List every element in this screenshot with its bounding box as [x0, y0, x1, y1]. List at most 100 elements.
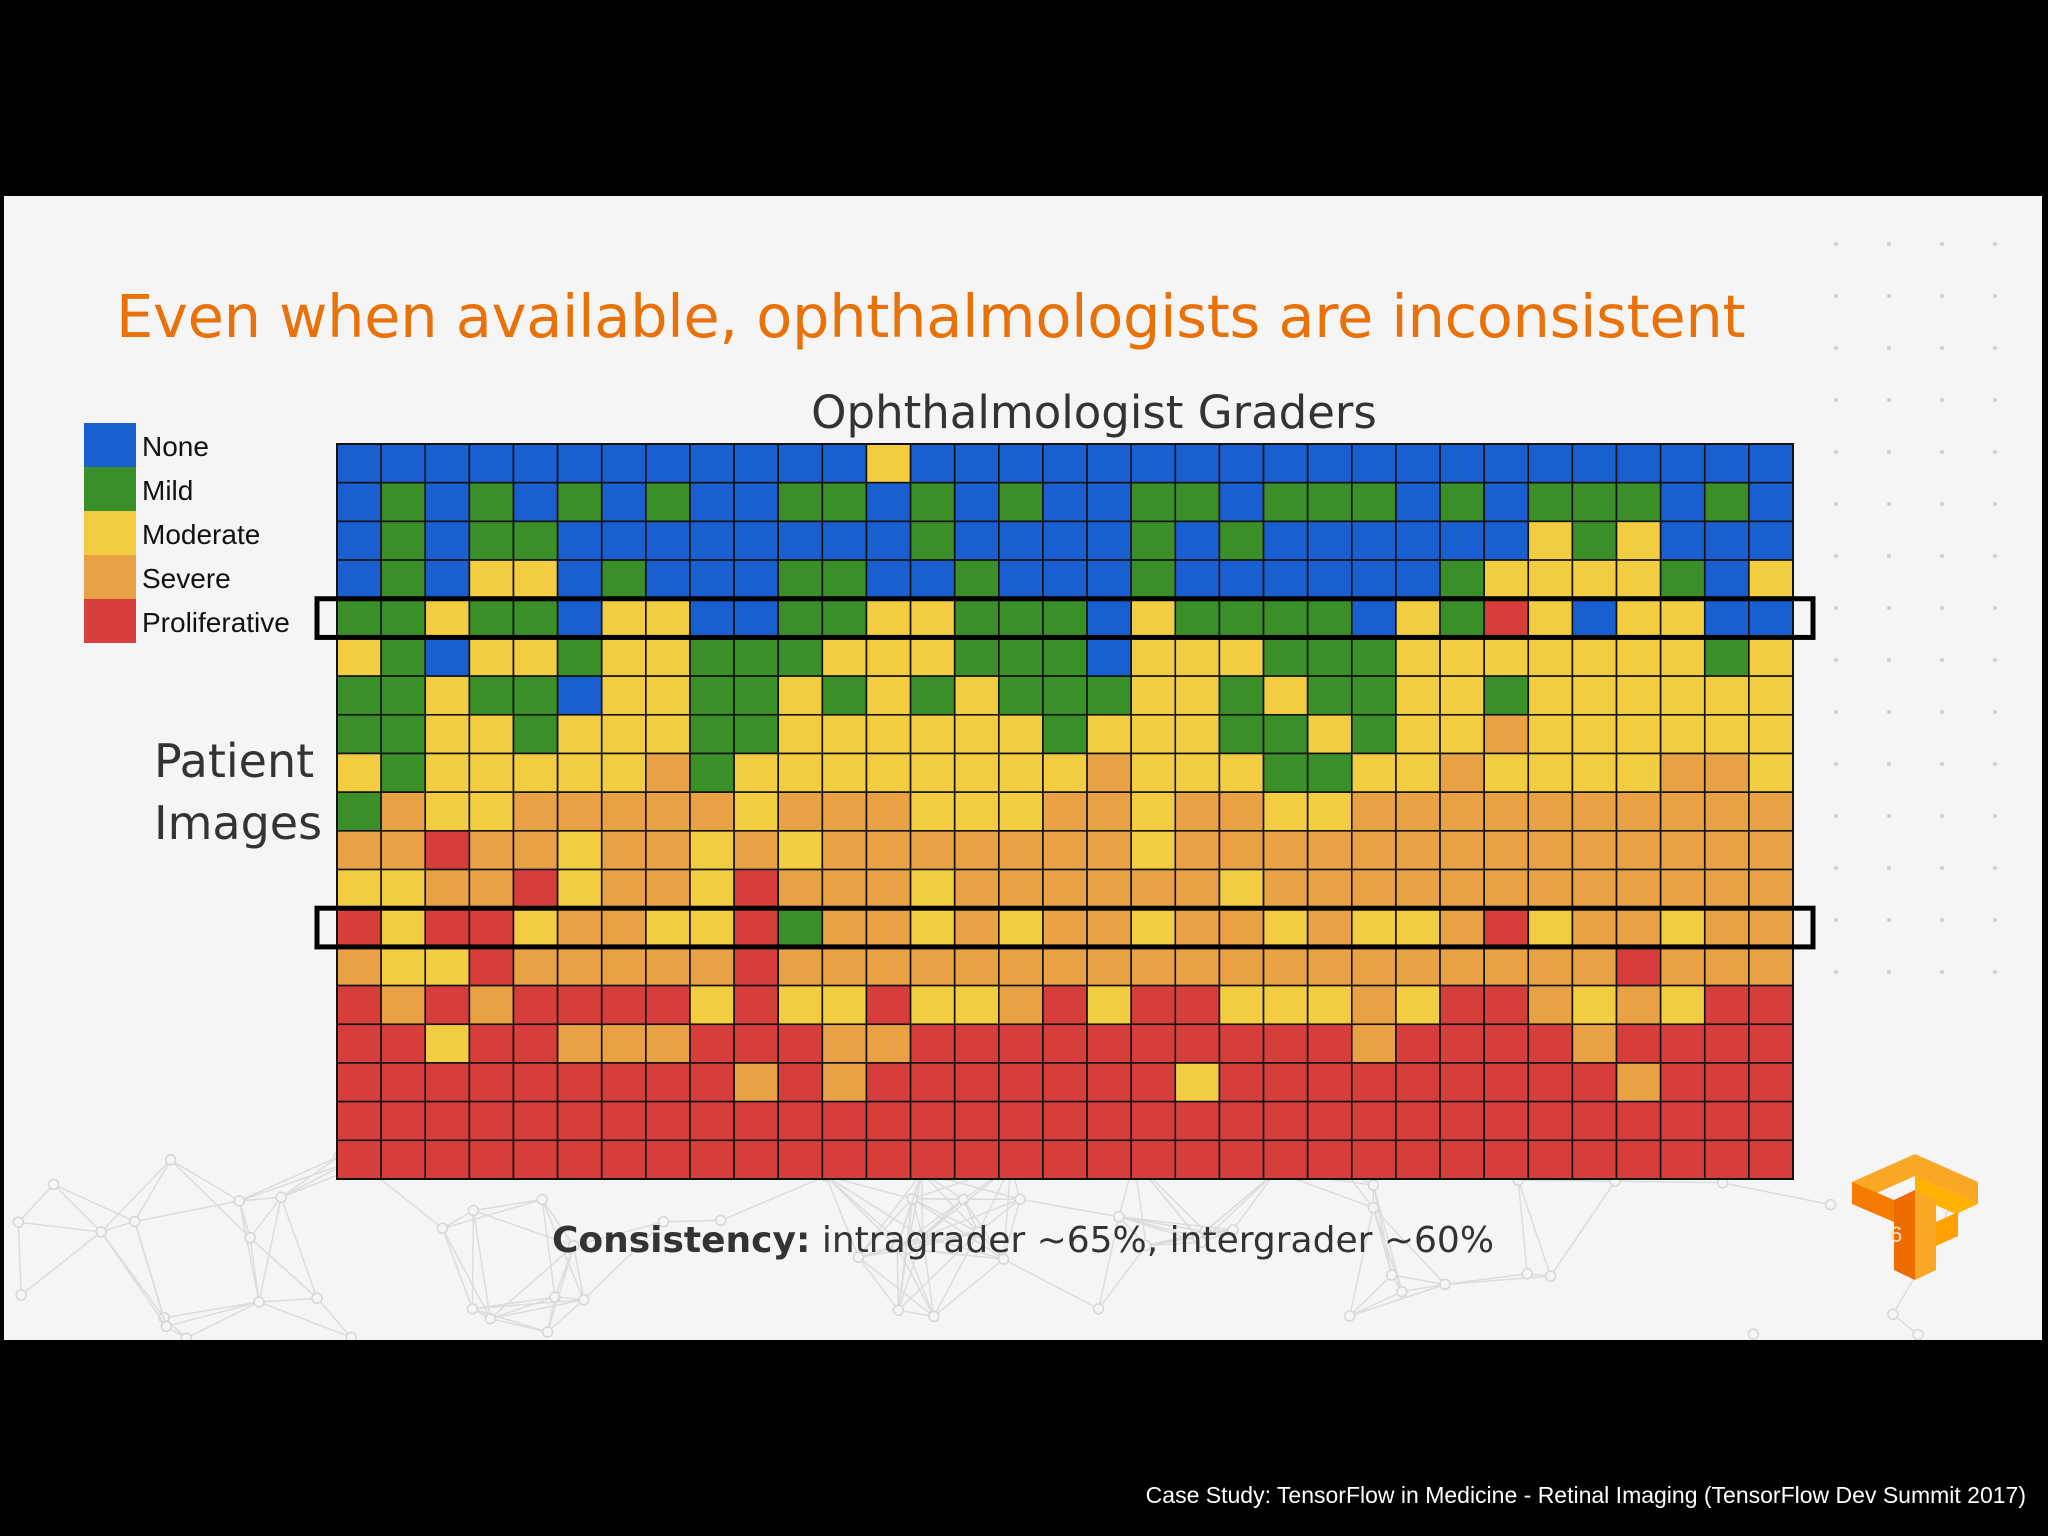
network-node	[160, 1320, 173, 1333]
heatmap-cell	[1703, 636, 1750, 677]
heatmap-cell	[777, 559, 824, 600]
heatmap-cell	[1571, 830, 1618, 871]
heatmap-cell	[1748, 830, 1794, 871]
decorative-dot	[1887, 970, 1891, 974]
decorative-dot	[1887, 294, 1891, 298]
heatmap-cell	[953, 946, 1000, 987]
heatmap-cell	[1262, 597, 1309, 639]
heatmap-cell	[821, 636, 868, 677]
network-line	[1097, 1216, 1120, 1310]
heatmap-cell	[556, 984, 603, 1026]
network-line	[921, 1236, 935, 1317]
heatmap-cell	[424, 559, 471, 600]
heatmap-cell	[1483, 443, 1530, 484]
network-line	[238, 1200, 260, 1303]
heatmap-cell	[336, 713, 382, 755]
heatmap-cell	[1615, 597, 1662, 639]
heatmap-cell	[1439, 791, 1485, 832]
decorative-dot	[1940, 346, 1944, 350]
heatmap-cell	[1306, 1100, 1353, 1142]
legend-swatch	[84, 423, 136, 467]
heatmap-cell	[512, 1100, 559, 1142]
heatmap-cell	[733, 675, 780, 716]
heatmap-cell	[1703, 1100, 1750, 1142]
decorative-dot	[1940, 918, 1944, 922]
heatmap-cell	[1350, 1062, 1397, 1103]
heatmap-cell	[1395, 868, 1441, 910]
heatmap-cell	[380, 1100, 427, 1142]
decorative-dot	[1993, 398, 1997, 402]
network-line	[170, 1159, 240, 1202]
heatmap-cell	[1439, 830, 1485, 871]
heatmap-cell	[1571, 868, 1618, 910]
heatmap-cell	[1042, 1062, 1088, 1103]
network-line	[441, 1228, 492, 1320]
heatmap-cell	[1042, 675, 1088, 716]
heatmap-cell	[1395, 752, 1441, 793]
heatmap-cell	[1086, 1100, 1132, 1142]
network-node	[180, 1332, 193, 1340]
heatmap-cell	[1483, 1023, 1530, 1064]
network-line	[53, 1183, 102, 1233]
heatmap-cell	[1042, 1100, 1088, 1142]
heatmap-cell	[468, 675, 515, 716]
network-line	[18, 1221, 102, 1233]
heatmap-cell	[512, 946, 559, 987]
network-node	[47, 1178, 60, 1191]
heatmap-cell	[1615, 443, 1662, 484]
network-line	[471, 1210, 475, 1309]
network-line	[249, 1196, 282, 1239]
heatmap-cell	[733, 1062, 780, 1103]
heatmap-cell	[777, 1023, 824, 1064]
heatmap-cell	[512, 984, 559, 1026]
heatmap-cell	[645, 752, 691, 793]
heatmap-cell	[556, 1139, 603, 1180]
network-background-decoration	[12, 1150, 1958, 1340]
heatmap-cell	[1703, 946, 1750, 987]
heatmap-cell	[777, 597, 824, 639]
heatmap-cell	[1086, 597, 1132, 639]
heatmap-cell	[1483, 559, 1530, 600]
heatmap-cell	[1174, 481, 1221, 523]
heatmap-cell	[336, 791, 382, 832]
heatmap-cell	[1571, 675, 1618, 716]
heatmap-cell	[909, 1100, 956, 1142]
network-line	[1615, 1180, 1723, 1184]
heatmap-cell	[424, 675, 471, 716]
heatmap-cell	[953, 443, 1000, 484]
heatmap-cell	[1659, 597, 1706, 639]
heatmap-cell	[1086, 636, 1132, 677]
heatmap-cell	[1262, 1139, 1309, 1180]
heatmap-cell	[1703, 443, 1750, 484]
network-line	[258, 1301, 352, 1339]
heatmap-cell	[1748, 752, 1794, 793]
heatmap-cell	[424, 752, 471, 793]
network-node	[1367, 1201, 1380, 1214]
heatmap-cell	[512, 520, 559, 561]
heatmap-cell	[1350, 1023, 1397, 1064]
heatmap-cell	[1483, 481, 1530, 523]
heatmap-cell	[689, 1023, 735, 1064]
heatmap-cell	[424, 1062, 471, 1103]
heatmap-cell	[689, 675, 735, 716]
heatmap-cell	[600, 1062, 647, 1103]
heatmap-cell	[1218, 791, 1265, 832]
network-line	[316, 1297, 352, 1338]
heatmap-cell	[1483, 907, 1530, 948]
heatmap-cell	[1483, 1100, 1530, 1142]
heatmap-cell	[600, 481, 647, 523]
heatmap-cell	[1086, 713, 1132, 755]
heatmap-cell	[1350, 481, 1397, 523]
heatmap-cell	[512, 675, 559, 716]
heatmap-cell	[865, 443, 912, 484]
heatmap-cell	[1130, 443, 1177, 484]
heatmap-cell	[336, 868, 382, 910]
decorative-dot	[1887, 814, 1891, 818]
heatmap-cell	[1042, 907, 1088, 948]
network-line	[1444, 1275, 1551, 1286]
heatmap-cell	[424, 907, 471, 948]
heatmap-cell	[1086, 559, 1132, 600]
heatmap-cell	[1350, 984, 1397, 1026]
network-line	[1349, 1207, 1375, 1317]
heatmap-cell	[1350, 675, 1397, 716]
